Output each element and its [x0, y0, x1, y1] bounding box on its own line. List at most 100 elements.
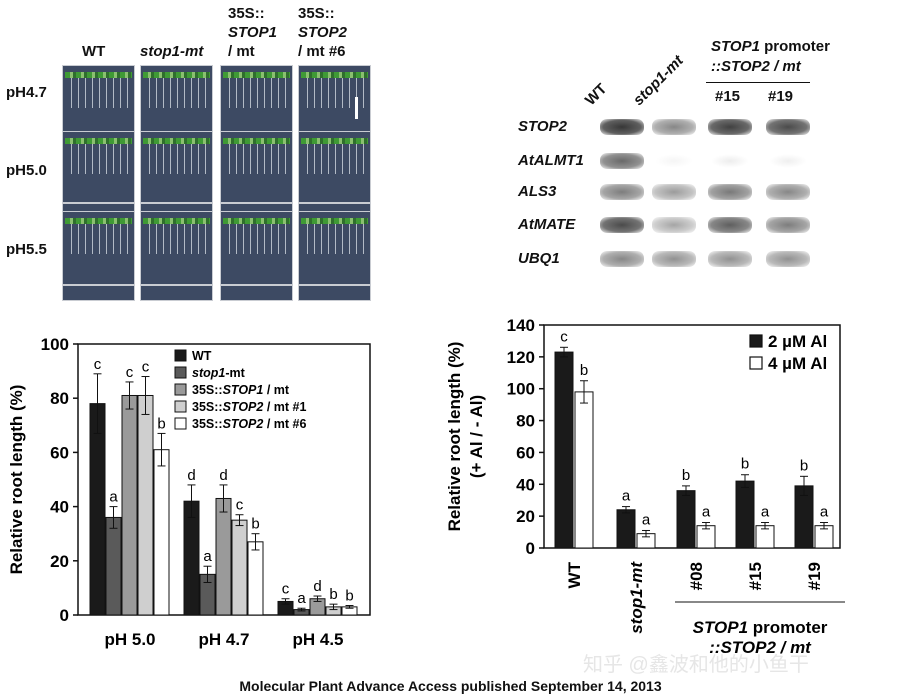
significance-letter: d [313, 578, 321, 595]
y-tick-label: 0 [60, 606, 69, 625]
gel-gene-label: ALS3 [518, 183, 557, 200]
gel-line-15: #15 [715, 88, 741, 105]
significance-letter: b [251, 516, 259, 533]
gel-band [652, 119, 696, 135]
significance-letter: c [94, 356, 102, 373]
gel-band [708, 184, 752, 200]
gel-line-19: #19 [768, 88, 794, 105]
plate-r2-c1 [140, 211, 213, 301]
significance-letter: c [560, 328, 568, 345]
significance-letter: b [682, 467, 690, 484]
y-tick-label: 20 [50, 552, 69, 571]
x-category-label: #19 [805, 562, 824, 590]
gel-promoter-title: STOP1 promoter [711, 38, 830, 55]
bar [183, 500, 200, 616]
x-category-label: pH 5.0 [104, 630, 155, 649]
significance-letter: c [126, 364, 134, 381]
gel-header-stop1: stop1-mt [629, 52, 687, 109]
significance-letter: b [580, 362, 588, 379]
gel-gene-label: UBQ1 [518, 250, 560, 267]
footer-citation: Molecular Plant Advance Access published… [239, 678, 662, 694]
gel-band [766, 153, 810, 169]
legend-swatch [174, 366, 187, 379]
gel-band [766, 217, 810, 233]
legend-label: 35S::STOP2 / mt #1 [192, 400, 306, 414]
gel-band [766, 184, 810, 200]
y-tick-label: 80 [50, 389, 69, 408]
legend-label: stop1-mt [192, 366, 246, 380]
gel-band [708, 153, 752, 169]
col-header-stop1: stop1-mt [140, 43, 204, 60]
significance-letter: c [236, 497, 244, 514]
gel-band [652, 251, 696, 267]
significance-letter: c [142, 359, 150, 376]
gel-gene-label: AtALMT1 [518, 152, 584, 169]
gel-band [600, 119, 644, 135]
y-tick-label: 120 [507, 348, 535, 367]
legend-label: WT [192, 349, 212, 363]
bar [153, 449, 170, 616]
chart-d: 0 20 40 60 80 100 120 140 Relative root length (… [445, 316, 845, 657]
y-tick-label: 80 [516, 412, 535, 431]
col-header-wt: WT [82, 43, 106, 60]
legend-label: 35S::STOP2 / mt #6 [192, 417, 306, 431]
legend-swatch [174, 349, 187, 362]
y-tick-label: 140 [507, 316, 535, 335]
bar [105, 516, 122, 616]
gel-band [600, 184, 644, 200]
gel-band [600, 153, 644, 169]
plate-r2-c0 [62, 211, 135, 301]
x-category-label: #08 [687, 562, 706, 590]
bar [676, 490, 696, 549]
significance-letter: a [109, 489, 118, 506]
plate-r1-c1 [140, 131, 213, 219]
watermark: 知乎 @鑫波和他的小鱼干 [583, 654, 809, 676]
legend-swatch [749, 334, 763, 348]
legend-swatch [749, 356, 763, 370]
plate-r1-c0 [62, 131, 135, 219]
legend-label: 4 µM Al [768, 354, 827, 373]
x-category-label: pH 4.5 [292, 630, 343, 649]
gel-band [652, 184, 696, 200]
significance-letter: a [297, 590, 306, 607]
y-tick-label: 40 [50, 498, 69, 517]
gel-band [766, 119, 810, 135]
significance-letter: a [622, 488, 631, 505]
bar [137, 394, 154, 616]
legend-label: 2 µM Al [768, 332, 827, 351]
legend-swatch [174, 417, 187, 430]
gel-gene-label: STOP2 [518, 118, 567, 135]
bar [735, 480, 755, 549]
gel-band [766, 251, 810, 267]
gel-band [600, 251, 644, 267]
bar [247, 541, 264, 616]
gel-gene-label: AtMATE [518, 216, 576, 233]
legend-label: 35S::STOP1 / mt [192, 383, 290, 397]
significance-letter: a [702, 504, 711, 521]
plate-r2-c2 [220, 211, 293, 301]
significance-letter: a [203, 548, 212, 565]
y-axis-label-sub: (+ Al / - Al) [467, 395, 486, 478]
bar [554, 351, 574, 549]
row-label-ph55: pH5.5 [6, 241, 47, 258]
col-header-35s-stop2: 35S:: STOP2 / mt #6 [298, 5, 347, 60]
bar [231, 519, 248, 616]
bar [574, 391, 594, 549]
significance-letter: b [329, 586, 337, 603]
gel-promoter-subtitle: ::STOP2 / mt [711, 58, 801, 75]
y-tick-label: 40 [516, 475, 535, 494]
x-category-label: WT [565, 561, 584, 588]
bar [121, 394, 138, 616]
gel-band [708, 119, 752, 135]
significance-letter: b [800, 457, 808, 474]
y-tick-label: 20 [516, 507, 535, 526]
bar [89, 403, 106, 616]
gel-header-wt: WT [581, 80, 611, 109]
bar [616, 509, 636, 549]
significance-letter: b [157, 415, 165, 432]
y-tick-label: 60 [50, 443, 69, 462]
gel-band [708, 251, 752, 267]
y-tick-label: 60 [516, 443, 535, 462]
x-category-label: stop1-mt [627, 561, 646, 634]
x-category-label: pH 4.7 [198, 630, 249, 649]
